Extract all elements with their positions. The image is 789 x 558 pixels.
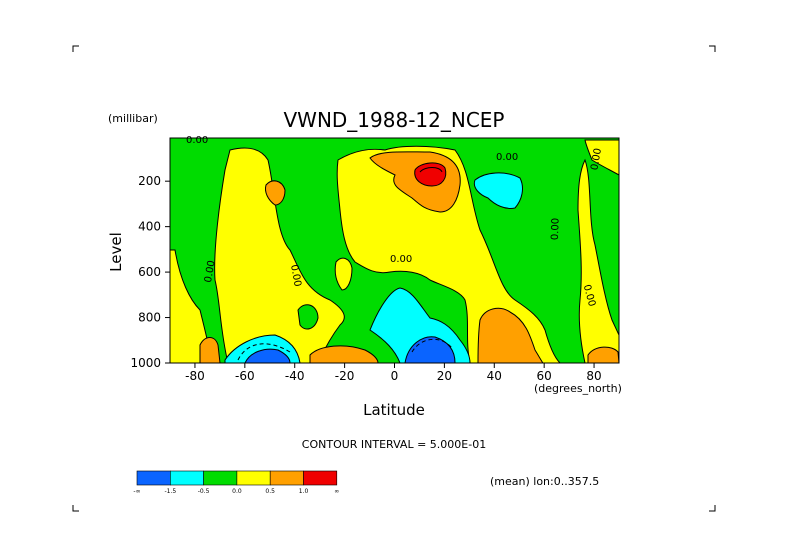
contour-interval-text: CONTOUR INTERVAL = 5.000E-01 xyxy=(302,438,486,451)
negative-core xyxy=(404,336,456,363)
x-tick-label: 60 xyxy=(537,369,552,383)
positive-region xyxy=(584,139,619,176)
x-tick-label: 80 xyxy=(586,369,601,383)
contour-line xyxy=(237,343,291,361)
legend-label: ∞ xyxy=(334,488,339,495)
x-tick-label: 0 xyxy=(391,369,399,383)
plot-area: 0.00 0.00 0.00 0.00 0.00 0.00 0.00 0.00 xyxy=(169,135,620,364)
legend-swatch xyxy=(203,470,238,486)
contour-label: 0.00 xyxy=(288,264,303,288)
negative-region xyxy=(297,304,319,330)
contour-line xyxy=(419,167,443,173)
y-axis: 200 400 600 800 1000 xyxy=(130,174,170,370)
crop-marks xyxy=(72,45,716,512)
x-tick-label: -80 xyxy=(185,369,205,383)
contour-label: 0.00 xyxy=(186,135,208,146)
legend-swatch xyxy=(170,470,204,486)
y-tick-label: 400 xyxy=(138,220,161,234)
legend-label: -1.5 xyxy=(164,488,176,495)
contour-label: 0.00 xyxy=(203,260,218,284)
legend-swatch xyxy=(236,470,271,486)
legend-label: -∞ xyxy=(133,488,140,495)
y-tick-label: 800 xyxy=(138,311,161,325)
chart-title: VWND_1988-12_NCEP xyxy=(283,108,504,132)
positive-region xyxy=(334,257,353,291)
x-unit-label: (degrees_north) xyxy=(534,382,622,395)
contour-line xyxy=(411,338,453,353)
x-tick-label: 20 xyxy=(437,369,452,383)
contour-label: 0.00 xyxy=(390,254,412,265)
contour-label: 0.00 xyxy=(589,147,604,171)
legend-swatch xyxy=(303,470,338,486)
positive-region xyxy=(477,307,544,363)
x-tick-label: -20 xyxy=(335,369,355,383)
legend-label: 0.0 xyxy=(232,488,242,495)
negative-core xyxy=(244,348,291,363)
y-axis-label: Level xyxy=(107,232,125,272)
positive-core xyxy=(414,162,447,187)
legend-swatch xyxy=(269,470,304,486)
contour-label: 0.00 xyxy=(550,218,562,241)
positive-region xyxy=(577,158,619,363)
contour-label: 0.00 xyxy=(496,152,518,163)
x-tick-label: 40 xyxy=(487,369,502,383)
footer-text: (mean) lon:0..357.5 xyxy=(490,475,599,488)
y-unit-label: (millibar) xyxy=(108,112,158,125)
x-axis: -80 -60 -40 -20 0 20 40 60 80 xyxy=(185,363,602,383)
x-axis-label: Latitude xyxy=(363,401,425,419)
legend-label: 0.5 xyxy=(265,488,275,495)
x-tick-label: -40 xyxy=(285,369,305,383)
color-legend: -∞ -1.5 -0.5 0.0 0.5 1.0 ∞ xyxy=(133,470,339,495)
positive-region xyxy=(199,337,221,363)
negative-region xyxy=(473,172,523,209)
positive-region xyxy=(265,180,286,206)
legend-swatch xyxy=(136,470,171,486)
y-tick-label: 1000 xyxy=(130,356,161,370)
y-tick-label: 600 xyxy=(138,265,161,279)
legend-label: 1.0 xyxy=(299,488,309,495)
x-tick-label: -60 xyxy=(235,369,255,383)
positive-region xyxy=(309,345,379,363)
legend-label: -0.5 xyxy=(198,488,210,495)
y-tick-label: 200 xyxy=(138,174,161,188)
